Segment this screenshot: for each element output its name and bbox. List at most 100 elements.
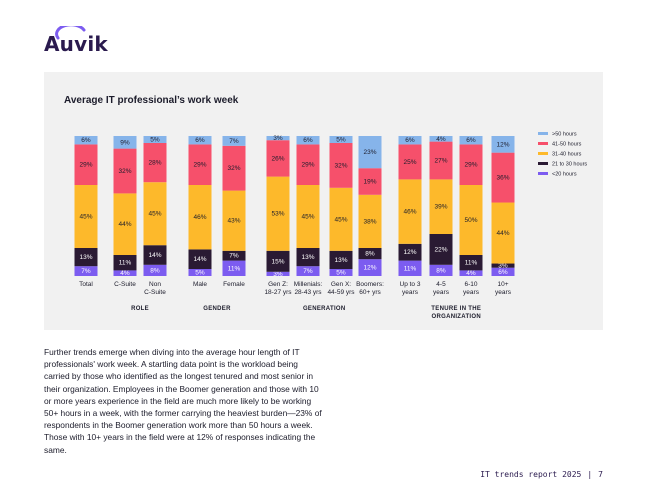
bar-4-11 bbox=[459, 136, 483, 145]
data-label: 12% bbox=[403, 249, 416, 256]
bar-4-4 bbox=[222, 136, 246, 146]
legend-swatch bbox=[538, 162, 548, 165]
data-label: 43% bbox=[227, 218, 240, 225]
bar-3-12 bbox=[491, 152, 515, 203]
bar-3-11 bbox=[459, 144, 483, 185]
bar-2-7 bbox=[329, 187, 353, 251]
bar-4-3 bbox=[188, 136, 212, 145]
data-label: 26% bbox=[271, 155, 284, 162]
footer-separator: | bbox=[587, 470, 593, 479]
data-label: 6% bbox=[303, 137, 313, 144]
data-label: 6% bbox=[466, 137, 476, 144]
category-label: Total bbox=[79, 281, 93, 288]
bar-3-4 bbox=[222, 145, 246, 191]
group-label: TENURE IN THE bbox=[431, 306, 481, 312]
bar-0-4 bbox=[222, 260, 246, 276]
bar-1-7 bbox=[329, 250, 353, 269]
data-label: 12% bbox=[363, 265, 376, 272]
category-label: years bbox=[433, 289, 450, 296]
bar-2-11 bbox=[459, 185, 483, 255]
data-label: 19% bbox=[363, 179, 376, 186]
category-label: 28-43 yrs bbox=[294, 289, 322, 296]
bar-3-3 bbox=[188, 144, 212, 185]
group-label: ORGANIZATION bbox=[432, 314, 482, 320]
bar-3-1 bbox=[113, 148, 137, 194]
category-label: C-Suite bbox=[114, 281, 136, 288]
data-label: 5% bbox=[336, 137, 346, 144]
data-label: 36% bbox=[496, 175, 509, 182]
data-label: 46% bbox=[403, 209, 416, 216]
legend-label: >50 hours bbox=[552, 132, 577, 138]
bar-4-0 bbox=[74, 136, 98, 145]
legend-swatch bbox=[538, 132, 548, 135]
bar-4-1 bbox=[113, 136, 137, 149]
category-label: years bbox=[495, 289, 512, 296]
category-label: 60+ yrs bbox=[359, 289, 381, 296]
bar-1-2 bbox=[143, 245, 167, 265]
data-label: 7% bbox=[229, 253, 239, 260]
data-label: 4% bbox=[436, 136, 446, 143]
data-label: 4% bbox=[120, 270, 130, 277]
data-label: 3% bbox=[273, 135, 283, 142]
data-label: 15% bbox=[271, 258, 284, 265]
bar-0-11 bbox=[459, 270, 483, 276]
data-label: 7% bbox=[229, 138, 239, 145]
legend-swatch bbox=[538, 142, 548, 145]
legend-swatch bbox=[538, 152, 548, 155]
bar-1-3 bbox=[188, 249, 212, 269]
legend-label: 41-50 hours bbox=[552, 142, 582, 148]
bar-3-7 bbox=[329, 143, 353, 188]
bar-0-12 bbox=[491, 267, 515, 276]
data-label: 28% bbox=[148, 160, 161, 167]
bar-0-10 bbox=[429, 264, 453, 276]
bar-3-2 bbox=[143, 143, 167, 183]
bar-3-8 bbox=[358, 168, 382, 195]
data-label: 39% bbox=[434, 204, 447, 211]
bar-2-8 bbox=[358, 194, 382, 248]
bar-3-10 bbox=[429, 141, 453, 180]
body-paragraph: Further trends emerge when diving into t… bbox=[44, 347, 322, 455]
bar-3-5 bbox=[266, 140, 290, 177]
bar-1-6 bbox=[296, 248, 320, 267]
report-name: IT trends report 2025 bbox=[480, 470, 582, 479]
data-label: 6% bbox=[195, 137, 205, 144]
data-label: 45% bbox=[148, 211, 161, 218]
bar-0-2 bbox=[143, 264, 167, 276]
bar-2-4 bbox=[222, 190, 246, 251]
stacked-bar-chart: 7% 13% 45% 29% 6% Total 4% 11% 44% 32% 9% C-Suite 8%… bbox=[74, 132, 587, 320]
data-label: 3% bbox=[498, 263, 508, 270]
bar-1-4 bbox=[222, 250, 246, 261]
data-label: 8% bbox=[436, 267, 446, 274]
data-label: 7% bbox=[303, 268, 313, 275]
logo-text: Auvik bbox=[44, 32, 108, 56]
data-label: 13% bbox=[334, 257, 347, 264]
category-label: years bbox=[402, 289, 419, 296]
data-label: 23% bbox=[363, 149, 376, 156]
data-label: 29% bbox=[301, 162, 314, 169]
bar-2-10 bbox=[429, 179, 453, 234]
bar-2-5 bbox=[266, 176, 290, 251]
data-label: 12% bbox=[496, 141, 509, 148]
group-label: ROLE bbox=[131, 306, 149, 312]
page-number: 7 bbox=[598, 470, 603, 479]
data-label: 6% bbox=[405, 137, 415, 144]
bar-0-6 bbox=[296, 266, 320, 276]
category-label: 18-27 yrs bbox=[264, 289, 292, 296]
legend-label: 21 to 30 hours bbox=[552, 162, 587, 168]
bar-4-2 bbox=[143, 136, 167, 143]
bar-4-9 bbox=[398, 136, 422, 145]
data-label: 44% bbox=[118, 221, 131, 228]
data-label: 13% bbox=[79, 254, 92, 261]
data-label: 11% bbox=[228, 265, 241, 272]
data-label: 4% bbox=[466, 270, 476, 277]
category-label: 44-59 yrs bbox=[327, 289, 355, 296]
data-label: 6% bbox=[81, 137, 91, 144]
category-label: C-Suite bbox=[144, 289, 166, 296]
data-label: 11% bbox=[465, 260, 478, 267]
bar-0-1 bbox=[113, 270, 137, 276]
category-label: 10+ bbox=[497, 281, 508, 288]
bar-2-0 bbox=[74, 185, 98, 248]
bar-1-9 bbox=[398, 243, 422, 261]
data-label: 45% bbox=[301, 214, 314, 221]
data-label: 29% bbox=[193, 162, 206, 169]
